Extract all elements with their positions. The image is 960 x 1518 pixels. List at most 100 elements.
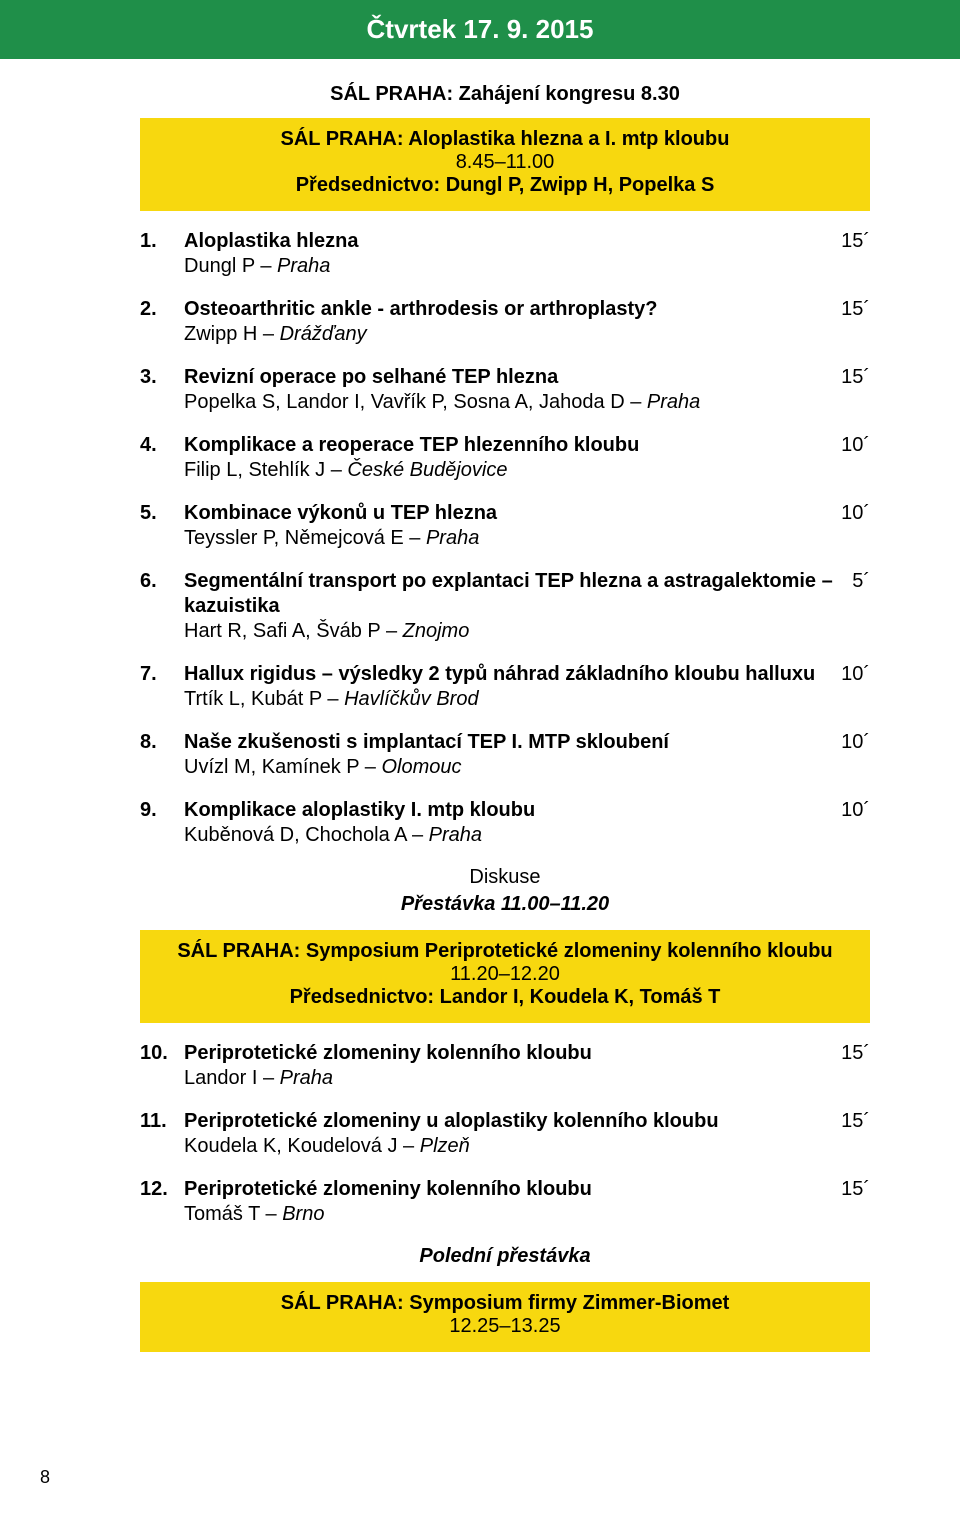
item-number: 2. [140,297,184,322]
item-location: Olomouc [381,756,461,778]
program-item: 10.Periprotetické zlomeniny kolenního kl… [140,1041,870,1091]
item-number: 4. [140,433,184,458]
session-b-title: SÁL PRAHA: Symposium Periprotetické zlom… [168,940,842,963]
item-body: Aloplastika hleznaDungl P – Praha [184,229,841,279]
item-duration: 10´ [841,662,870,687]
program-item: 7.Hallux rigidus – výsledky 2 typů náhra… [140,662,870,712]
item-duration: 10´ [841,501,870,526]
item-duration: 15´ [841,297,870,322]
item-title: Komplikace a reoperace TEP hlezenního kl… [184,433,827,458]
item-body: Osteoarthritic ankle - arthrodesis or ar… [184,297,841,347]
item-number: 7. [140,662,184,687]
item-title: Segmentální transport po explantaci TEP … [184,569,838,619]
item-duration: 10´ [841,730,870,755]
session-a-list: 1.Aloplastika hleznaDungl P – Praha15´2.… [140,229,870,848]
item-location: Znojmo [403,620,470,642]
item-title: Periprotetické zlomeniny u aloplastiky k… [184,1109,827,1134]
item-body: Periprotetické zlomeniny kolenního kloub… [184,1177,841,1227]
session-b-time: 11.20–12.20 [168,963,842,986]
item-location: Praha [426,527,479,549]
item-number: 8. [140,730,184,755]
item-number: 10. [140,1041,184,1066]
session-b-list: 10.Periprotetické zlomeniny kolenního kl… [140,1041,870,1227]
program-item: 3.Revizní operace po selhané TEP hleznaP… [140,365,870,415]
item-title: Periprotetické zlomeniny kolenního kloub… [184,1041,827,1066]
program-item: 6.Segmentální transport po explantaci TE… [140,569,870,644]
program-item: 5.Kombinace výkonů u TEP hleznaTeyssler … [140,501,870,551]
item-location: Brno [282,1203,324,1225]
date-header: Čtvrtek 17. 9. 2015 [0,0,960,59]
item-location: Praha [277,255,330,277]
item-authors: Tomáš T – Brno [184,1202,827,1227]
item-body: Periprotetické zlomeniny kolenního kloub… [184,1041,841,1091]
lunch-label: Polední přestávka [140,1245,870,1268]
item-authors: Zwipp H – Drážďany [184,322,827,347]
item-duration: 15´ [841,1177,870,1202]
item-number: 1. [140,229,184,254]
item-duration: 15´ [841,1041,870,1066]
item-body: Hallux rigidus – výsledky 2 typů náhrad … [184,662,841,712]
session-b-heading: SÁL PRAHA: Symposium Periprotetické zlom… [140,930,870,1023]
item-authors: Filip L, Stehlík J – České Budějovice [184,458,827,483]
item-authors: Teyssler P, Němejcová E – Praha [184,526,827,551]
item-duration: 10´ [841,433,870,458]
item-duration: 15´ [841,1109,870,1134]
item-body: Komplikace a reoperace TEP hlezenního kl… [184,433,841,483]
program-item: 11.Periprotetické zlomeniny u aloplastik… [140,1109,870,1159]
session-c-title: SÁL PRAHA: Symposium firmy Zimmer-Biomet [168,1292,842,1315]
item-duration: 5´ [852,569,870,594]
item-number: 12. [140,1177,184,1202]
item-authors: Landor I – Praha [184,1066,827,1091]
item-body: Revizní operace po selhané TEP hleznaPop… [184,365,841,415]
item-duration: 15´ [841,365,870,390]
item-number: 6. [140,569,184,594]
opening-line: SÁL PRAHA: Zahájení kongresu 8.30 [140,83,870,106]
item-authors: Trtík L, Kubát P – Havlíčkův Brod [184,687,827,712]
program-item: 4.Komplikace a reoperace TEP hlezenního … [140,433,870,483]
item-location: Praha [647,391,700,413]
session-b-chair: Předsednictvo: Landor I, Koudela K, Tomá… [168,986,842,1009]
item-location: České Budějovice [347,459,507,481]
item-title: Kombinace výkonů u TEP hlezna [184,501,827,526]
item-title: Komplikace aloplastiky I. mtp kloubu [184,798,827,823]
item-number: 11. [140,1109,184,1134]
item-duration: 15´ [841,229,870,254]
page-number: 8 [40,1467,50,1488]
item-authors: Kuběnová D, Chochola A – Praha [184,823,827,848]
item-title: Osteoarthritic ankle - arthrodesis or ar… [184,297,827,322]
program-item: 12.Periprotetické zlomeniny kolenního kl… [140,1177,870,1227]
session-a-time: 8.45–11.00 [168,151,842,174]
item-authors: Popelka S, Landor I, Vavřík P, Sosna A, … [184,390,827,415]
item-title: Revizní operace po selhané TEP hlezna [184,365,827,390]
item-location: Drážďany [280,323,367,345]
session-a-heading: SÁL PRAHA: Aloplastika hlezna a I. mtp k… [140,118,870,211]
item-number: 9. [140,798,184,823]
discussion-label: Diskuse [140,866,870,889]
item-location: Plzeň [420,1135,470,1157]
date-header-text: Čtvrtek 17. 9. 2015 [367,14,594,44]
item-title: Hallux rigidus – výsledky 2 typů náhrad … [184,662,827,687]
item-duration: 10´ [841,798,870,823]
item-body: Segmentální transport po explantaci TEP … [184,569,852,644]
item-number: 3. [140,365,184,390]
item-location: Havlíčkův Brod [344,688,479,710]
item-body: Periprotetické zlomeniny u aloplastiky k… [184,1109,841,1159]
program-item: 9.Komplikace aloplastiky I. mtp kloubuKu… [140,798,870,848]
session-a-title: SÁL PRAHA: Aloplastika hlezna a I. mtp k… [168,128,842,151]
program-item: 1.Aloplastika hleznaDungl P – Praha15´ [140,229,870,279]
item-location: Praha [280,1067,333,1089]
item-authors: Koudela K, Koudelová J – Plzeň [184,1134,827,1159]
item-location: Praha [429,824,482,846]
session-c-time: 12.25–13.25 [168,1315,842,1338]
item-title: Naše zkušenosti s implantací TEP I. MTP … [184,730,827,755]
item-authors: Hart R, Safi A, Šváb P – Znojmo [184,619,838,644]
item-authors: Uvízl M, Kamínek P – Olomouc [184,755,827,780]
item-authors: Dungl P – Praha [184,254,827,279]
item-body: Naše zkušenosti s implantací TEP I. MTP … [184,730,841,780]
item-number: 5. [140,501,184,526]
item-body: Kombinace výkonů u TEP hleznaTeyssler P,… [184,501,841,551]
break-label: Přestávka 11.00–11.20 [140,893,870,916]
item-title: Aloplastika hlezna [184,229,827,254]
session-c-heading: SÁL PRAHA: Symposium firmy Zimmer-Biomet… [140,1282,870,1352]
item-title: Periprotetické zlomeniny kolenního kloub… [184,1177,827,1202]
